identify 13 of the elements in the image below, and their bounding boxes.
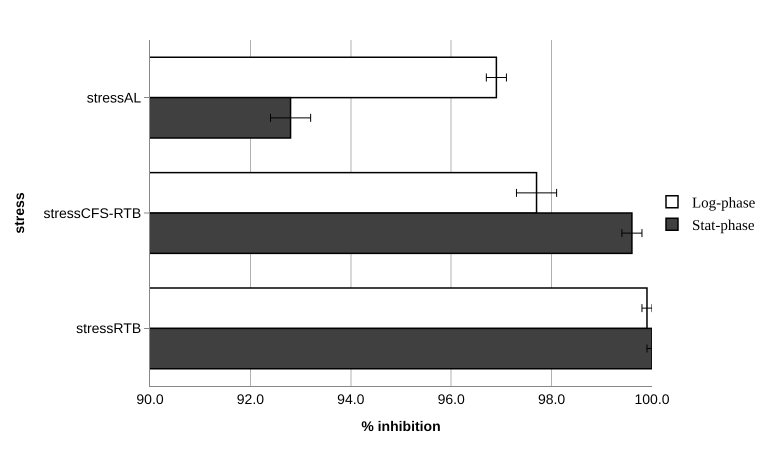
y-axis-title: stress — [11, 192, 28, 234]
legend-label: Stat-phase — [692, 218, 755, 234]
legend-label: Log-phase — [692, 196, 756, 212]
y-tick-label: stressRTB — [76, 320, 142, 336]
y-tick-label: stressCFS-RTB — [43, 204, 142, 221]
y-tick-label: stressAL — [86, 90, 142, 106]
x-tick-label: 92.0 — [236, 390, 264, 407]
x-tick-label: 98.0 — [538, 390, 566, 407]
x-tick-label: 94.0 — [337, 390, 365, 407]
x-tick-label: 90.0 — [136, 390, 164, 407]
x-axis-title: % inhibition — [361, 418, 441, 434]
x-tick-label: 96.0 — [438, 390, 466, 407]
x-tick-label: 100.0 — [634, 390, 670, 407]
